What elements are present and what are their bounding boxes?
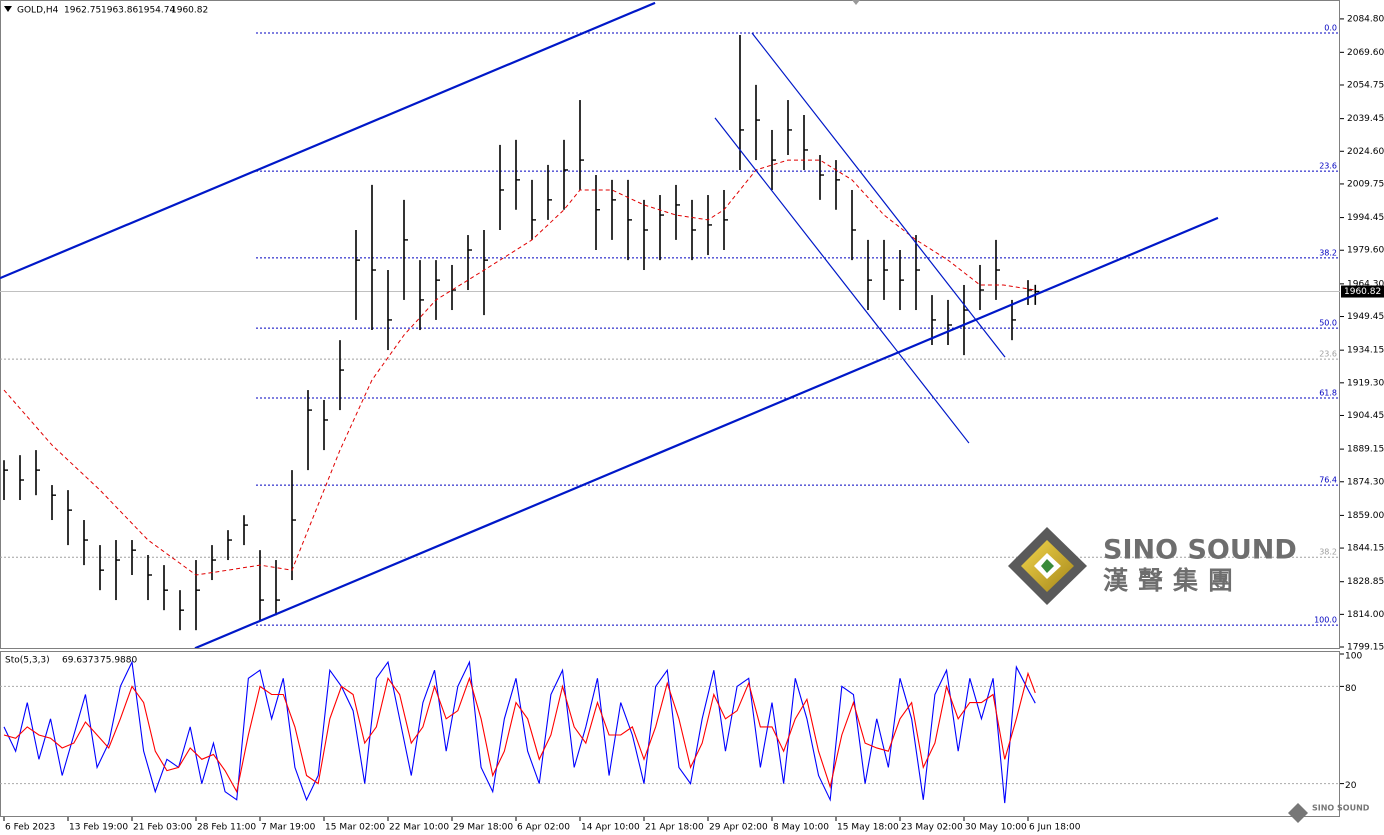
- y-tick-label: 2039.45: [1347, 114, 1384, 124]
- x-tick-label: 30 May 10:00: [965, 823, 1027, 833]
- stochastic-line: [3, 671, 1036, 794]
- fib-label: 23.6: [1319, 162, 1337, 171]
- trend-line: [714, 117, 970, 444]
- stochastic-main-readout: 69.6373: [62, 656, 99, 666]
- x-tick-label: 8 May 10:00: [773, 823, 829, 833]
- x-tick-label: 14 Apr 10:00: [581, 823, 640, 833]
- y-tick-label: 2009.75: [1347, 179, 1384, 189]
- y-tick-label: 1949.45: [1347, 312, 1384, 322]
- y-tick-label: 1919.30: [1347, 378, 1384, 388]
- y-tick-label: 2024.60: [1347, 147, 1384, 157]
- logo-name: SINO SOUND: [1103, 535, 1297, 566]
- x-tick-label: 21 Apr 18:00: [645, 823, 704, 833]
- channel-line: [0, 1, 656, 280]
- sto-y-tick-label: 100: [1345, 652, 1362, 662]
- x-tick-label: 23 May 02:00: [901, 823, 963, 833]
- ohlc-close: 1960.82: [171, 6, 208, 16]
- logo-chinese: 漢聲集團: [1103, 566, 1243, 595]
- x-tick-label: 22 Mar 10:00: [389, 823, 449, 833]
- y-tick-label: 1889.15: [1347, 445, 1384, 455]
- y-tick-label: 1844.15: [1347, 544, 1384, 554]
- y-tick-label: 2069.60: [1347, 48, 1384, 58]
- x-tick-label: 6 Jun 18:00: [1029, 823, 1081, 833]
- main-plot: 23.6 38.2 0.0 23.6 38.2 50.0 61.8 76.4 100.0: [0, 1, 1340, 648]
- corner-logo-name: SINO SOUND: [1312, 804, 1370, 813]
- y-tick-label: 1874.30: [1347, 477, 1384, 487]
- sto-y-tick-label: 80: [1345, 684, 1357, 694]
- ohlc-open: 1962.75: [64, 6, 101, 16]
- x-tick-label: 15 Mar 02:00: [325, 823, 385, 833]
- fib-label: 76.4: [1319, 476, 1337, 485]
- x-tick-label: 29 Apr 02:00: [709, 823, 768, 833]
- y-tick-label: 1799.15: [1347, 643, 1384, 653]
- y-tick-label: 1994.45: [1347, 213, 1384, 223]
- y-tick-label: 1828.85: [1347, 577, 1384, 587]
- moving-average: [3, 159, 1036, 576]
- stochastic-pane: [0, 651, 1340, 817]
- logo: SINO SOUND 漢聲集團: [1008, 527, 1297, 605]
- y-tick-label: 1859.00: [1347, 511, 1384, 521]
- ohlc-high: 1963.86: [101, 6, 138, 16]
- x-tick-label: 21 Feb 03:00: [133, 823, 192, 833]
- channel-line: [194, 216, 1219, 648]
- stochastic-label: Sto(5,3,3): [5, 656, 50, 666]
- price-tag-label: 1960.82: [1344, 287, 1381, 297]
- x-tick-label: 13 Feb 19:00: [69, 823, 128, 833]
- y-tick-label: 1964.30: [1347, 279, 1384, 289]
- main-pane: [0, 0, 1340, 649]
- fib-label: 38.2: [1319, 548, 1337, 557]
- x-tick-label: 6 Apr 02:00: [517, 823, 570, 833]
- y-tick-label: 1904.45: [1347, 411, 1384, 421]
- y-tick-label: 1934.15: [1347, 346, 1384, 356]
- y-tick-label: 2054.75: [1347, 80, 1384, 90]
- y-tick-label: 1814.00: [1347, 610, 1384, 620]
- corner-logo-diamond: [1288, 803, 1308, 823]
- fib-label: 0.0: [1324, 23, 1337, 32]
- x-tick-label: 7 Mar 19:00: [261, 823, 316, 833]
- sto-y-tick-label: 20: [1345, 781, 1357, 791]
- fib-label: 50.0: [1319, 319, 1337, 328]
- x-tick-label: 28 Feb 11:00: [197, 823, 256, 833]
- shift-marker: [852, 0, 860, 5]
- x-tick-label: 15 May 18:00: [837, 823, 899, 833]
- axes: 2084.80 2069.60 2054.75 2039.45 2024.60 2009.…: [3, 14, 1384, 833]
- y-tick-label: 2084.80: [1347, 14, 1384, 24]
- corner-logo: SINO SOUND: [1288, 803, 1370, 823]
- y-tick-label: 1979.60: [1347, 246, 1384, 256]
- fib-label: 61.8: [1319, 388, 1337, 397]
- ohlc-low: 1954.74: [138, 6, 175, 16]
- stochastic-line: [3, 660, 1036, 804]
- fib-label: 100.0: [1314, 616, 1337, 625]
- logo-diamond-center: [1041, 559, 1054, 573]
- fib-label: 23.6: [1319, 350, 1337, 359]
- symbol: GOLD,H4: [17, 6, 59, 16]
- stochastic-signal-readout: 75.9880: [100, 656, 137, 666]
- stochastic-plot: [0, 660, 1340, 804]
- x-tick-label: 6 Feb 2023: [5, 823, 55, 833]
- x-tick-label: 29 Mar 18:00: [453, 823, 513, 833]
- header-arrow: [4, 6, 12, 12]
- trend-line: [751, 32, 1006, 358]
- price-tag: [1341, 285, 1384, 298]
- fib-label: 38.2: [1319, 248, 1337, 257]
